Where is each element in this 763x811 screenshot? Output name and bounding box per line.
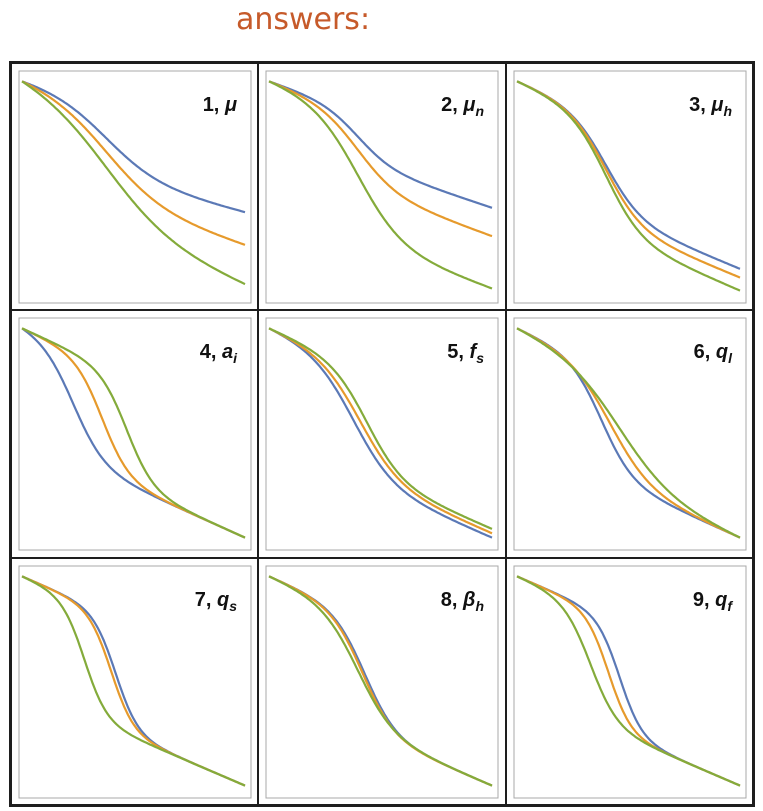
chart-svg-7: 7, qs [18, 565, 252, 799]
panel-label: 7, qs [195, 589, 237, 614]
series-line-2 [21, 80, 246, 246]
plot-frame [513, 317, 747, 551]
plot-frame [265, 565, 499, 799]
series-line-3 [268, 575, 493, 787]
chart-svg-3: 3, μh [513, 70, 747, 304]
panel-label: 8, βh [441, 589, 484, 614]
chart-panel-9: 9, qf [505, 557, 753, 805]
chart-panel-1: 1, μ [11, 63, 259, 311]
chart-panel-3: 3, μh [505, 63, 753, 311]
series-line-2 [268, 327, 493, 535]
plot-frame [513, 565, 747, 799]
plot-frame [18, 565, 252, 799]
plot-frame [513, 70, 747, 304]
panel-label: 3, μh [689, 94, 732, 119]
panel-label: 4, ai [200, 341, 238, 366]
series-line-3 [268, 327, 493, 531]
plot-frame [18, 70, 252, 304]
plot-frame [18, 317, 252, 551]
series-line-3 [21, 80, 246, 286]
series-line-2 [268, 80, 493, 238]
chart-svg-4: 4, ai [18, 317, 252, 551]
series-line-3 [516, 575, 741, 787]
chart-svg-5: 5, fs [265, 317, 499, 551]
panel-label: 5, fs [448, 341, 485, 366]
chart-panel-7: 7, qs [11, 557, 259, 805]
series-line-3 [516, 80, 741, 292]
series-line-1 [21, 80, 246, 214]
chart-svg-9: 9, qf [513, 565, 747, 799]
series-line-2 [516, 327, 741, 539]
chart-panel-5: 5, fs [258, 310, 506, 558]
panel-label: 1, μ [203, 94, 237, 116]
chart-grid: 1, μ 2, μn 3, μh 4, ai 5, fs 6, ql 7, qs… [9, 61, 755, 807]
series-line-1 [268, 327, 493, 539]
panel-label: 2, μn [441, 94, 484, 119]
chart-svg-8: 8, βh [265, 565, 499, 799]
series-line-3 [268, 80, 493, 290]
plot-frame [265, 317, 499, 551]
chart-panel-2: 2, μn [258, 63, 506, 311]
chart-panel-6: 6, ql [505, 310, 753, 558]
chart-svg-6: 6, ql [513, 317, 747, 551]
series-line-3 [516, 327, 741, 539]
series-line-3 [21, 327, 246, 539]
panel-label: 6, ql [693, 341, 732, 366]
answers-heading: answers: [235, 2, 371, 37]
panel-label: 9, qf [693, 589, 733, 614]
series-line-3 [21, 575, 246, 787]
plot-frame [265, 70, 499, 304]
series-line-1 [268, 80, 493, 209]
chart-panel-4: 4, ai [11, 310, 259, 558]
chart-svg-1: 1, μ [18, 70, 252, 304]
chart-svg-2: 2, μn [265, 70, 499, 304]
chart-panel-8: 8, βh [258, 557, 506, 805]
